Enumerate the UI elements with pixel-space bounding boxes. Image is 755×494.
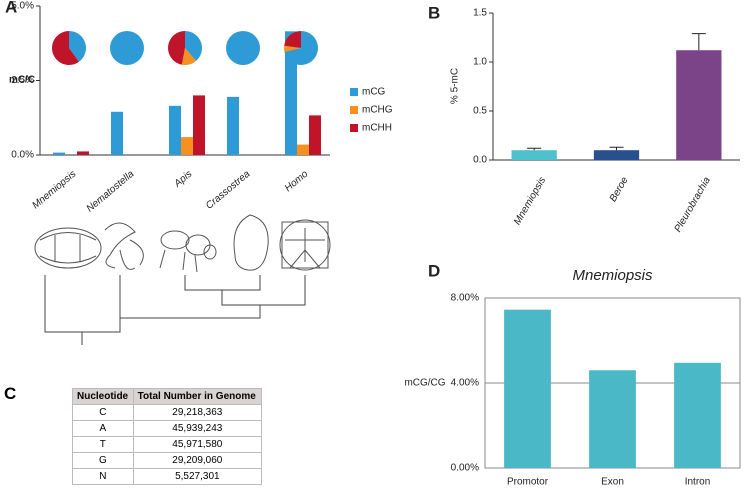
x-tick-label: Beroe (608, 175, 631, 204)
y-tick-label: 0.5 (473, 106, 487, 117)
panel-label: C (4, 384, 17, 403)
panel-label: A (5, 0, 17, 16)
legend-label: mCHG (362, 105, 393, 116)
x-tick-label: Mnemiopsis (30, 169, 78, 212)
bar (111, 111, 123, 155)
bar (676, 50, 722, 160)
table-cell: 29,218,363 (132, 404, 263, 421)
panel-label: D (428, 261, 440, 280)
table-cell: 29,209,060 (132, 452, 263, 469)
x-tick-label: Intron (685, 477, 711, 488)
x-tick-label: Mnemiopsis (512, 175, 548, 227)
x-tick-label: Homo (283, 168, 311, 194)
panel-label: B (428, 3, 440, 22)
pie-wedge (226, 31, 260, 65)
legend-swatch (350, 88, 358, 96)
x-tick-label: Promotor (507, 477, 549, 488)
pie-wedge (52, 31, 79, 65)
table-cell: T (72, 436, 134, 453)
nucleotide-table: Nucleotide Total Number in Genome C 29,218… (72, 388, 263, 485)
y-tick-label: 0.0 (473, 155, 487, 166)
table-header: Total Number in Genome (132, 388, 263, 405)
bar (309, 115, 321, 155)
y-axis-label: mC/C (9, 75, 35, 86)
pie-wedge (181, 48, 196, 65)
legend-label: mCG (362, 87, 386, 98)
pie-wedge (284, 30, 301, 48)
phylogeny-tree (44, 275, 306, 345)
bar (53, 152, 65, 155)
bar (193, 95, 205, 155)
table-cell: N (72, 468, 134, 485)
legend-label: mCHH (362, 123, 392, 134)
table-cell: 45,971,580 (132, 436, 263, 453)
legend-swatch (350, 124, 358, 132)
bar (593, 150, 640, 160)
y-tick-label: 8.00% (451, 293, 479, 304)
bar (504, 309, 551, 468)
y-tick-label: 0.0% (11, 150, 34, 161)
error-bar (609, 146, 624, 151)
y-tick-label: 2.5% (11, 75, 34, 86)
pie-wedge (110, 31, 144, 65)
y-tick-label: 0.00% (451, 463, 479, 474)
x-tick-label: Crassostrea (204, 168, 253, 211)
y-tick-label: 5.0% (11, 1, 34, 12)
pie-wedge (69, 31, 86, 62)
pie-wedge (284, 31, 318, 65)
table-header: Nucleotide (72, 388, 134, 405)
pie-wedge (284, 45, 301, 53)
x-tick-label: Nematostella (85, 168, 137, 214)
x-tick-label: Pleurobrachia (673, 175, 714, 234)
x-tick-label: Apis (172, 169, 195, 191)
bar (77, 151, 89, 155)
table-cell: G (72, 452, 134, 469)
bar (181, 137, 193, 155)
chart-title: Mnemiopsis (572, 267, 653, 284)
organism-drawings (34, 214, 331, 273)
table-cell: 5,527,301 (132, 468, 263, 485)
y-tick-label: 1.5 (473, 8, 487, 19)
pie-wedge (167, 31, 185, 65)
error-bar (527, 147, 542, 151)
table-cell: 45,939,243 (132, 420, 263, 437)
bar (227, 96, 239, 155)
error-bar (691, 33, 706, 51)
y-axis-label: % 5-mC (450, 68, 461, 104)
y-tick-label: 1.0 (473, 57, 487, 68)
legend-swatch (350, 106, 358, 114)
table-cell: C (72, 404, 134, 421)
bar (511, 150, 557, 160)
x-tick-label: Exon (601, 477, 624, 488)
bar (169, 105, 181, 155)
bar (589, 370, 636, 468)
y-tick-label: 4.00% (451, 378, 479, 389)
y-axis-label: mCG/CG (404, 378, 445, 389)
axes (492, 13, 740, 161)
pie-wedge (185, 31, 202, 61)
bar (674, 362, 721, 468)
bar (297, 144, 309, 155)
table-cell: A (72, 420, 134, 437)
